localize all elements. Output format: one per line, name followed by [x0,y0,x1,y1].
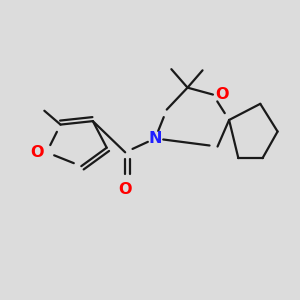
Text: O: O [215,87,229,102]
Text: O: O [118,182,132,197]
Text: O: O [31,145,44,160]
Text: N: N [148,131,162,146]
